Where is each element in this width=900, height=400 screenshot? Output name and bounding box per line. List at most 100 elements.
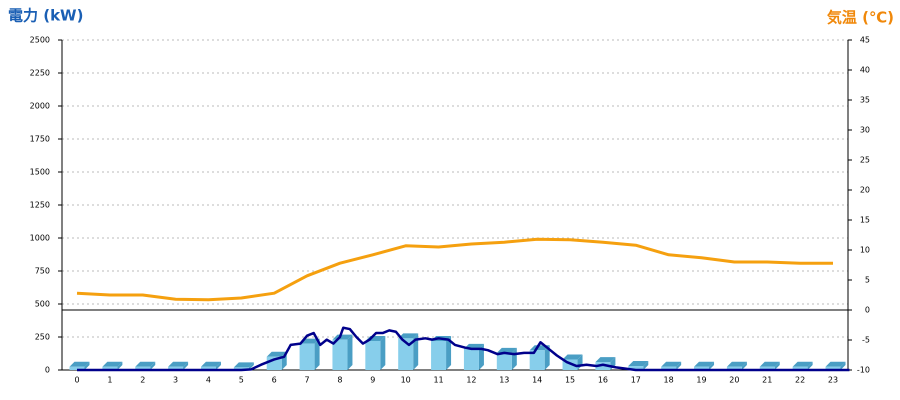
bar [168,366,184,370]
bar-top [726,361,747,367]
bar-top [595,357,616,363]
x-tick-label: 4 [206,376,211,385]
temperature-line [76,237,833,302]
bar-top [135,361,156,367]
y-tick-label: 2250 [30,69,50,78]
bar-side [314,338,320,370]
x-tick-label: 7 [305,376,310,385]
bar [233,367,249,370]
bar [661,366,677,370]
x-tick-label: 20 [729,376,739,385]
bar [595,362,611,370]
x-tick-label: 13 [499,376,509,385]
x-tick-label: 0 [74,376,79,385]
bar-side [413,333,419,370]
y2-tick-label: 35 [860,96,870,105]
x-tick-label: 6 [272,376,277,385]
bar-side [380,335,386,370]
y2-tick-label: -5 [862,336,870,345]
y-tick-label: 1000 [30,234,50,243]
y-tick-label: 2500 [30,36,50,45]
y-tick-label: 1750 [30,135,50,144]
bar-side [347,334,353,370]
bar-top [792,361,813,367]
x-tick-label: 16 [598,376,608,385]
y2-tick-label: 5 [865,276,870,285]
bar-side [183,361,189,370]
bar-top [562,354,583,360]
x-tick-label: 15 [565,376,575,385]
x-tick-label: 9 [370,376,375,385]
bar [332,339,348,370]
y2-tick-label: 15 [860,216,870,225]
x-tick-label: 2 [140,376,145,385]
bar-top [694,361,715,367]
y2-tick-label: 10 [860,246,870,255]
x-tick-label: 3 [173,376,178,385]
bar-top [102,361,123,367]
y-tick-label: 750 [35,267,50,276]
bar-side [150,361,156,370]
bar [628,366,644,370]
bar [431,340,447,370]
x-tick-label: 18 [664,376,674,385]
bar-side [741,361,747,370]
x-tick-label: 23 [828,376,838,385]
power-line [77,326,850,372]
bar-side [709,361,715,370]
bar [496,352,512,370]
y-tick-label: 0 [45,366,50,375]
x-tick-label: 22 [795,376,805,385]
y2-tick-label: 25 [860,156,870,165]
bar-side [215,361,221,370]
x-tick-label: 14 [532,376,542,385]
bar-top [398,333,419,339]
y2-tick-label: 40 [860,66,870,75]
bar-top [200,361,221,367]
bar-top [233,362,254,368]
x-tick-label: 11 [433,376,443,385]
left-axis-title: 電力 (kW) [8,7,83,25]
bar-side [84,361,90,370]
x-tick-label: 21 [762,376,772,385]
bar [200,366,216,370]
y2-tick-label: -10 [857,366,870,375]
y-tick-label: 1250 [30,201,50,210]
x-tick-label: 5 [239,376,244,385]
bar-top [168,361,189,367]
bar [825,366,841,370]
bar [135,366,151,370]
bar [365,340,381,370]
bar-side [446,335,452,370]
x-tick-label: 17 [631,376,641,385]
bar-top [496,347,517,353]
y2-tick-label: 20 [860,186,870,195]
y2-tick-label: 30 [860,126,870,135]
bar-side [807,361,813,370]
bar-side [774,361,780,370]
bar [529,350,545,370]
bar-top [69,361,90,367]
bar-top [759,361,780,367]
bar-top [661,361,682,367]
right-axis-title: 気温 (℃) [827,9,894,27]
x-tick-label: 1 [107,376,112,385]
x-tick-label: 12 [466,376,476,385]
bar [69,366,85,370]
x-tick-label: 10 [401,376,411,385]
y2-tick-label: 0 [865,306,870,315]
bar-side [544,345,550,370]
bar [694,366,710,370]
bar [759,366,775,370]
bar [102,366,118,370]
bar [398,338,414,370]
y-tick-label: 2000 [30,102,50,111]
bar-top [266,351,287,357]
y-tick-label: 1500 [30,168,50,177]
x-tick-label: 19 [696,376,706,385]
x-tick-label: 8 [337,376,342,385]
y-tick-label: 250 [35,333,50,342]
bar [726,366,742,370]
bar-top [628,361,649,367]
